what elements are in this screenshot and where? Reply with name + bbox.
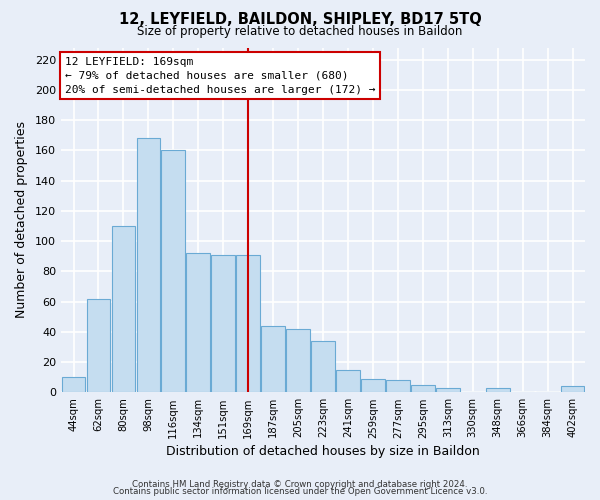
Text: Size of property relative to detached houses in Baildon: Size of property relative to detached ho… bbox=[137, 25, 463, 38]
X-axis label: Distribution of detached houses by size in Baildon: Distribution of detached houses by size … bbox=[166, 444, 480, 458]
Text: 12, LEYFIELD, BAILDON, SHIPLEY, BD17 5TQ: 12, LEYFIELD, BAILDON, SHIPLEY, BD17 5TQ bbox=[119, 12, 481, 28]
Bar bbox=[161, 150, 185, 392]
Bar bbox=[560, 386, 584, 392]
Bar bbox=[236, 254, 260, 392]
Text: Contains public sector information licensed under the Open Government Licence v3: Contains public sector information licen… bbox=[113, 487, 487, 496]
Bar bbox=[386, 380, 410, 392]
Bar bbox=[211, 254, 235, 392]
Bar bbox=[411, 385, 434, 392]
Y-axis label: Number of detached properties: Number of detached properties bbox=[15, 122, 28, 318]
Bar bbox=[361, 378, 385, 392]
Bar bbox=[486, 388, 509, 392]
Text: Contains HM Land Registry data © Crown copyright and database right 2024.: Contains HM Land Registry data © Crown c… bbox=[132, 480, 468, 489]
Text: 12 LEYFIELD: 169sqm
← 79% of detached houses are smaller (680)
20% of semi-detac: 12 LEYFIELD: 169sqm ← 79% of detached ho… bbox=[65, 56, 375, 94]
Bar bbox=[112, 226, 135, 392]
Bar bbox=[311, 341, 335, 392]
Bar bbox=[137, 138, 160, 392]
Bar bbox=[436, 388, 460, 392]
Bar bbox=[86, 298, 110, 392]
Bar bbox=[286, 329, 310, 392]
Bar bbox=[62, 377, 85, 392]
Bar bbox=[336, 370, 360, 392]
Bar bbox=[261, 326, 285, 392]
Bar bbox=[187, 253, 210, 392]
